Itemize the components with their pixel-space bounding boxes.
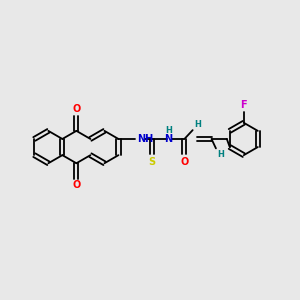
Text: O: O <box>72 180 80 190</box>
Text: NH: NH <box>137 134 153 144</box>
Text: H: H <box>194 120 201 129</box>
Text: O: O <box>180 157 188 166</box>
Text: N: N <box>164 134 172 144</box>
Text: S: S <box>148 157 156 166</box>
Text: F: F <box>241 100 247 110</box>
Text: H: H <box>217 150 224 159</box>
Text: H: H <box>165 126 172 135</box>
Text: O: O <box>72 104 80 114</box>
